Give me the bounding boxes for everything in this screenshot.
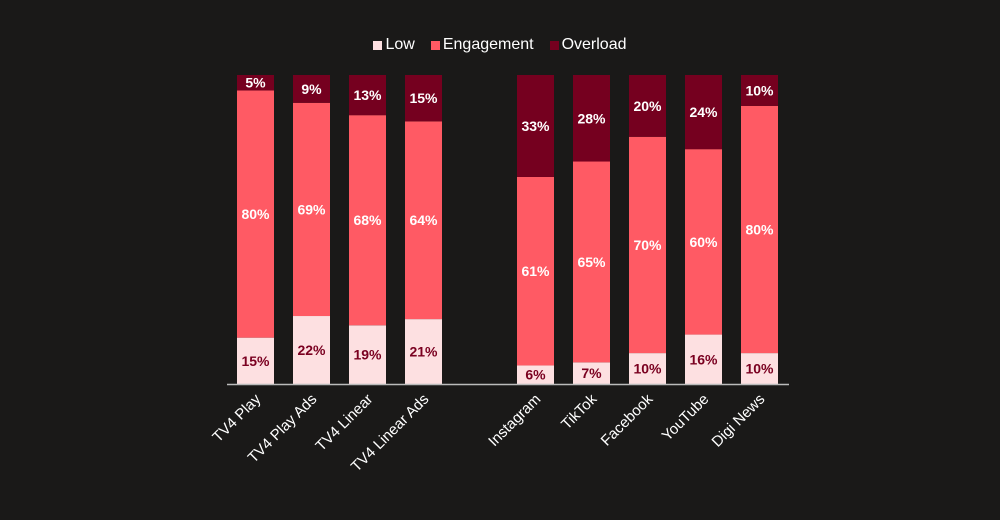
data-label: 10% xyxy=(633,361,662,377)
bar-group: 6% 61% 33% xyxy=(517,75,554,384)
legend-item-engagement: Engagement xyxy=(430,36,534,54)
legend-item-overload: Overload xyxy=(549,36,627,54)
x-tick-label: Instagram xyxy=(485,391,544,450)
bar-segment-engagement xyxy=(629,136,666,354)
bar-segment-overload xyxy=(237,75,274,91)
bar-group: 22% 69% 9% xyxy=(293,75,330,384)
bar-segment-low xyxy=(237,337,274,384)
data-label: 65% xyxy=(577,254,606,270)
data-label: 80% xyxy=(745,222,774,238)
bar-segment-overload xyxy=(349,75,386,116)
bar-segment-low xyxy=(685,334,722,384)
bar-segment-engagement xyxy=(573,161,610,363)
bar-segment-overload xyxy=(685,75,722,150)
legend-label: Low xyxy=(385,36,415,53)
bar-segment-engagement xyxy=(405,121,442,320)
data-label: 69% xyxy=(297,201,326,217)
bar-segment-overload xyxy=(293,75,330,103)
data-label: 22% xyxy=(297,342,326,358)
legend-swatch xyxy=(430,40,440,50)
bar-group: 7% 65% 28% xyxy=(573,75,610,384)
data-label: 16% xyxy=(689,351,718,367)
data-label: 28% xyxy=(577,110,606,126)
bar-segment-overload xyxy=(629,75,666,137)
bar-group: 19% 68% 13% xyxy=(349,75,386,384)
data-label: 15% xyxy=(409,90,438,106)
data-label: 10% xyxy=(745,361,774,377)
data-label: 13% xyxy=(353,87,382,103)
data-label: 15% xyxy=(241,353,270,369)
bar-group: 10% 70% 20% xyxy=(629,75,666,384)
bar-segment-low xyxy=(349,325,386,384)
bar-segment-low xyxy=(741,353,778,384)
x-tick-label: TikTok xyxy=(558,390,601,433)
data-label: 7% xyxy=(581,365,602,381)
bar-segment-low xyxy=(293,316,330,384)
bar-segment-low xyxy=(629,353,666,384)
data-label: 61% xyxy=(521,263,550,279)
data-label: 19% xyxy=(353,347,382,363)
bar-segment-low xyxy=(573,362,610,384)
bar-segment-overload xyxy=(741,75,778,106)
data-label: 24% xyxy=(689,104,718,120)
legend-label: Engagement xyxy=(442,36,534,53)
data-label: 20% xyxy=(633,98,662,114)
data-label: 5% xyxy=(245,75,266,91)
data-label: 10% xyxy=(745,82,774,98)
bar-segment-engagement xyxy=(349,115,386,326)
legend-label: Overload xyxy=(561,36,627,53)
data-label: 80% xyxy=(241,206,270,222)
x-tick-label: YouTube xyxy=(659,391,713,445)
x-tick-label: Facebook xyxy=(598,390,657,449)
legend-item-low: Low xyxy=(373,36,415,54)
bar-segment-engagement xyxy=(517,176,554,366)
bar-group: 10% 80% 10% xyxy=(741,75,778,384)
x-tick-label: TV4 Play xyxy=(209,390,264,445)
data-label: 68% xyxy=(353,212,382,228)
data-label: 6% xyxy=(525,367,546,383)
data-label: 9% xyxy=(301,81,322,97)
legend-swatch xyxy=(373,40,383,50)
x-tick-label: Digi News xyxy=(709,391,769,451)
bar-segment-low xyxy=(517,365,554,384)
data-label: 64% xyxy=(409,212,438,228)
data-label: 60% xyxy=(689,234,718,250)
legend-swatch xyxy=(549,40,559,50)
bar-segment-engagement xyxy=(685,149,722,335)
bar-segment-engagement xyxy=(741,105,778,354)
bar-segment-engagement xyxy=(293,102,330,317)
bar-group: 16% 60% 24% xyxy=(685,75,722,384)
bar-group: 21% 64% 15% xyxy=(405,75,442,384)
bar-group: 15% 80% 5% xyxy=(237,75,274,384)
bar-segment-low xyxy=(405,319,442,384)
data-label: 21% xyxy=(409,344,438,360)
data-label: 33% xyxy=(521,118,550,134)
bar-segment-engagement xyxy=(237,90,274,338)
bar-segment-overload xyxy=(573,75,610,162)
bar-segment-overload xyxy=(405,75,442,122)
bar-segment-overload xyxy=(517,75,554,177)
data-label: 70% xyxy=(633,237,662,253)
legend: Low Engagement Overload xyxy=(0,36,1000,54)
